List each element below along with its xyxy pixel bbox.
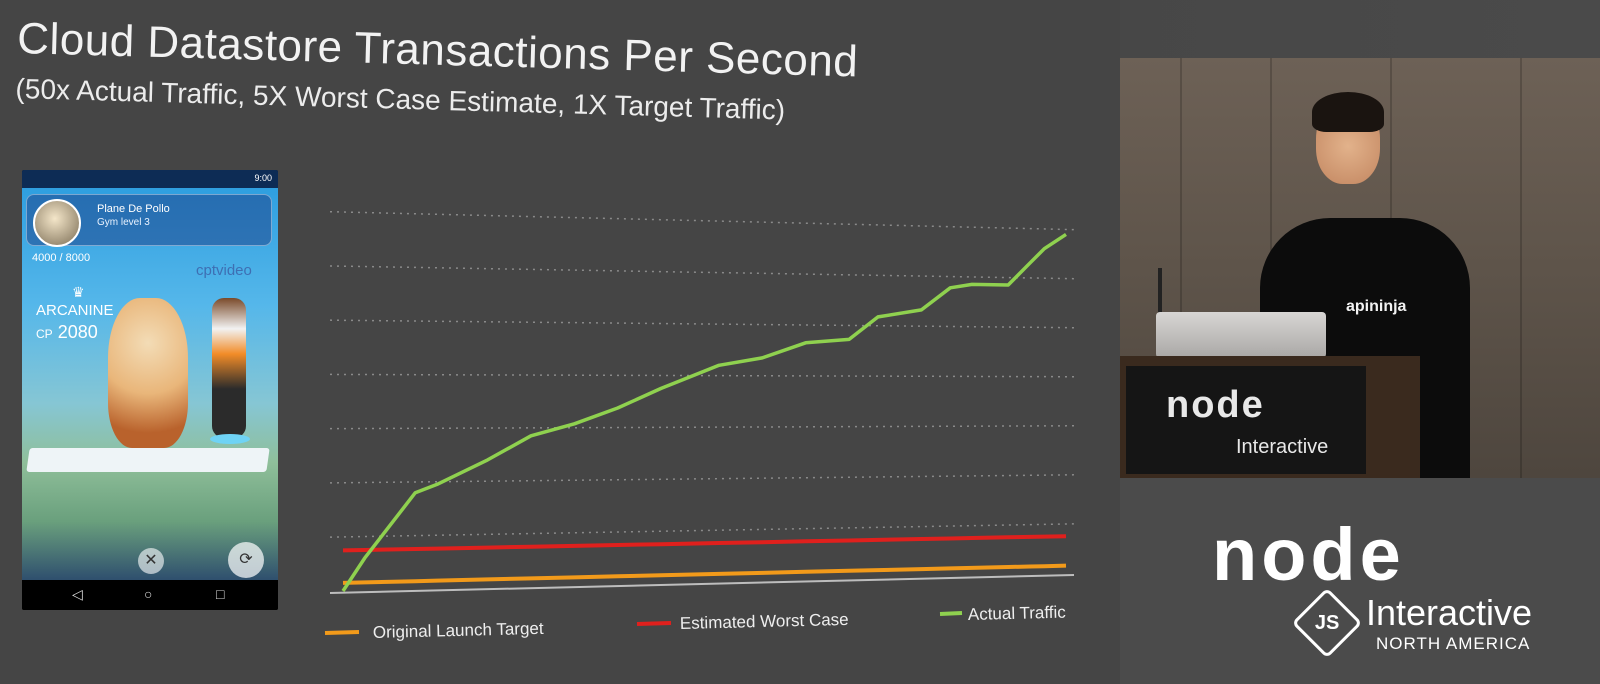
legend-swatch — [324, 630, 360, 635]
close-icon[interactable]: ✕ — [138, 548, 164, 574]
microphone-icon — [1158, 268, 1162, 318]
podium-sign: node Interactive — [1126, 366, 1366, 474]
node-logo-text: node — [1212, 513, 1405, 596]
podium-node-logo: node — [1166, 384, 1265, 426]
speaker-hair — [1312, 92, 1384, 132]
legend-label: Actual Traffic — [968, 603, 1067, 624]
legend-swatch — [939, 611, 963, 616]
swap-icon[interactable]: ⟳ — [228, 542, 264, 578]
crown-icon: ♛ — [72, 284, 85, 300]
trainer-name: Plane De Pollo — [97, 203, 170, 215]
phone-status-bar: 9:00 — [22, 170, 278, 188]
prestige-counter: 4000 / 8000 — [32, 252, 91, 264]
speaker-camera: apininja node Interactive — [1120, 58, 1600, 478]
cp-value: 2080 — [57, 322, 98, 342]
curtain-fold — [1180, 58, 1182, 478]
gridline — [329, 265, 1077, 280]
back-icon[interactable]: ◁ — [72, 586, 83, 602]
podium: node Interactive — [1120, 356, 1420, 478]
gridline — [329, 425, 1077, 430]
combat-power: CP 2080 — [36, 322, 98, 343]
chart-legend: Original Launch Target Estimated Worst Ca… — [324, 603, 1067, 642]
gridline — [329, 319, 1077, 329]
curtain-fold — [1520, 58, 1522, 478]
legend-label: Estimated Worst Case — [680, 610, 849, 633]
gridline — [329, 523, 1077, 538]
trainer-ring — [210, 434, 250, 444]
gym-level: Gym level 3 — [97, 217, 150, 228]
conference-brand: node JS Interactive NORTH AMERICA — [1120, 478, 1600, 684]
js-badge-text: JS — [1314, 612, 1340, 634]
legend-swatch — [636, 621, 672, 626]
tps-line-chart: Original Launch Target Estimated Worst Ca… — [324, 210, 1077, 642]
phone-screenshot: 9:00 Plane De Pollo Gym level 3 4000 / 8… — [22, 170, 278, 610]
legend-label: Original Launch Target — [373, 619, 544, 642]
interactive-text: Interactive — [1366, 592, 1533, 633]
region-text: NORTH AMERICA — [1376, 634, 1531, 653]
phone-clock: 9:00 — [254, 173, 272, 183]
avatar — [33, 199, 81, 247]
pokemon-figure — [108, 298, 188, 448]
podium-interactive-text: Interactive — [1236, 436, 1329, 458]
presentation-slide: Cloud Datastore Transactions Per Second … — [0, 0, 1120, 684]
trainer-card: Plane De Pollo Gym level 3 — [26, 194, 272, 247]
shirt-logo-text: apininja — [1346, 298, 1407, 315]
cp-label: CP — [36, 327, 53, 341]
chart-gridlines — [329, 210, 1077, 594]
home-icon[interactable]: ○ — [144, 586, 153, 602]
series-line-estimated-worst-case — [342, 534, 1067, 553]
trainer-figure — [212, 298, 246, 438]
series-line-actual-traffic — [341, 232, 1067, 592]
x-axis-line — [329, 574, 1075, 594]
gridline — [329, 210, 1077, 231]
series-line-original-launch-target — [342, 563, 1067, 585]
laptop — [1156, 312, 1326, 358]
game-scene: Plane De Pollo Gym level 3 4000 / 8000 c… — [22, 188, 278, 580]
chart-series — [341, 232, 1067, 592]
js-hexagon-icon: JS — [1291, 587, 1363, 659]
android-nav-bar: ◁ ○ □ — [22, 580, 278, 610]
watermark: cptvideo — [196, 262, 252, 279]
pokemon-name: ARCANINE — [36, 302, 114, 319]
recents-icon[interactable]: □ — [216, 586, 225, 602]
gridline — [329, 373, 1077, 378]
